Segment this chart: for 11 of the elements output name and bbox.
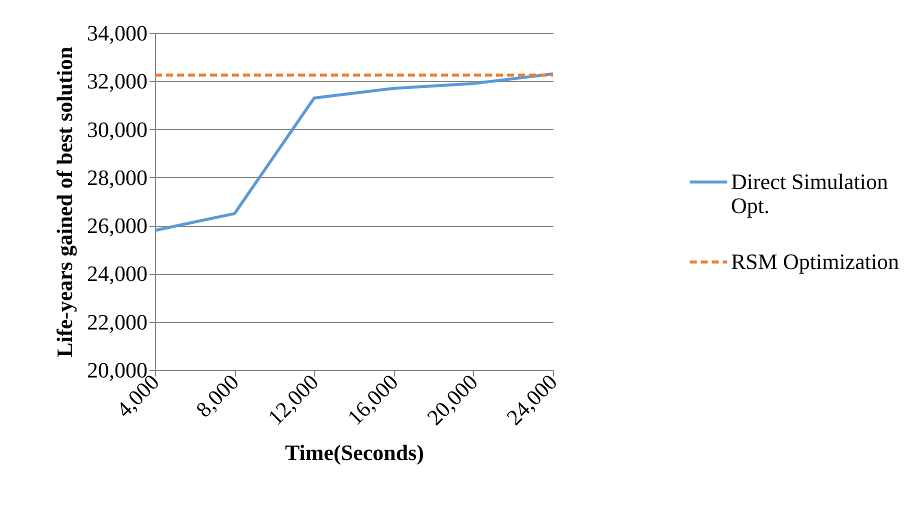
y-tick-label: 26,000 — [87, 213, 148, 238]
y-tick-label: 28,000 — [87, 164, 148, 190]
y-tick-label: 32,000 — [87, 68, 148, 94]
y-axis-title: Life-years gained of best solution — [52, 46, 77, 358]
y-tick-label: 34,000 — [87, 20, 148, 46]
y-tick-label: 30,000 — [87, 116, 148, 142]
y-tick-label: 22,000 — [87, 309, 148, 334]
legend-label: RSM Optimization — [731, 249, 900, 274]
y-tick-label: 24,000 — [87, 261, 148, 286]
x-axis-title: Time(Seconds) — [285, 440, 424, 466]
legend-label: Direct Simulation Opt. — [731, 169, 888, 218]
